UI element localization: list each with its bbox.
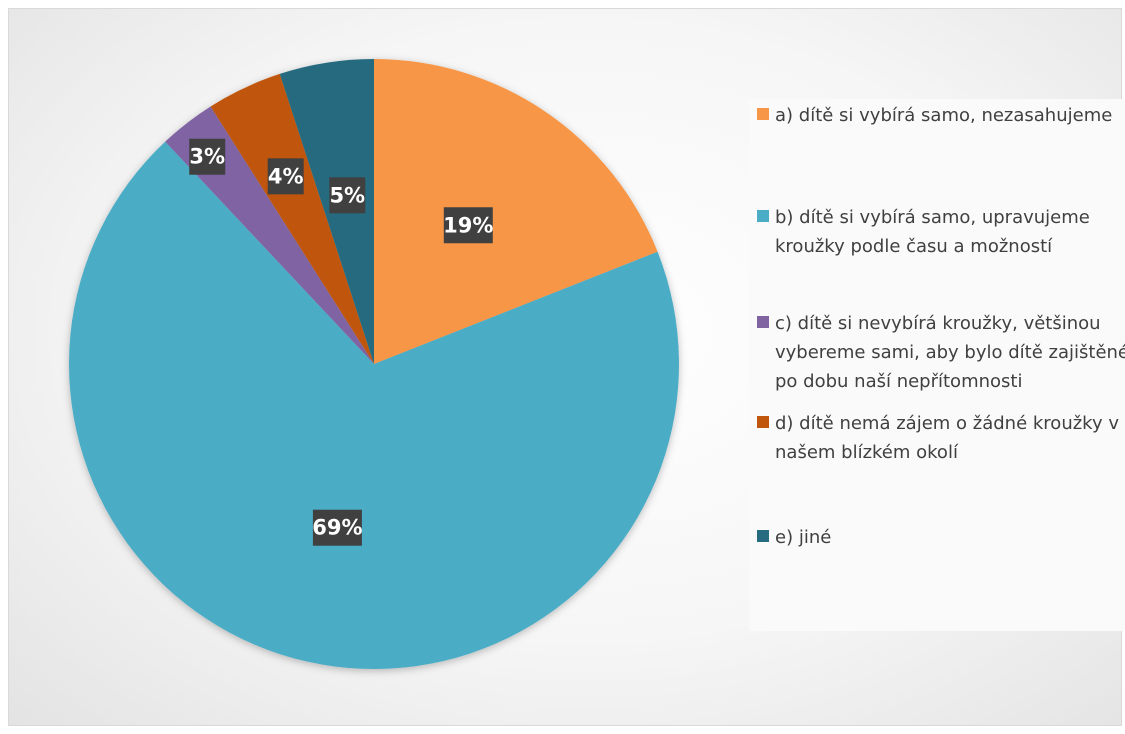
data-label-box-b xyxy=(312,509,362,546)
pie-slice-a xyxy=(374,59,658,364)
legend-swatch-a xyxy=(757,108,769,120)
data-label-text-d: 4% xyxy=(268,164,304,188)
chart-area: 19% 69% 3% 4% 5% a) dítě si vybírá samo, nez… xyxy=(8,8,1125,726)
legend-label-a: a) dítě si vybírá samo, nezasahujeme xyxy=(775,105,1113,126)
legend-swatch-c xyxy=(757,316,769,328)
data-label-d: 4% xyxy=(267,158,304,195)
data-label-a: 19% xyxy=(443,207,493,244)
data-label-text-e: 5% xyxy=(329,183,365,207)
legend-swatch-d xyxy=(757,416,769,428)
pie-slice-d xyxy=(210,73,374,364)
data-label-box-e xyxy=(329,177,366,214)
legend-label-c: c) dítě si nevybírá kroužky, většinou vy… xyxy=(775,313,1125,392)
data-label-text-a: 19% xyxy=(443,213,493,237)
data-label-box-a xyxy=(443,207,493,244)
pie-slice-e xyxy=(279,59,374,364)
legend-swatch-e xyxy=(757,530,769,542)
data-label-text-c: 3% xyxy=(189,145,225,169)
legend-label-d: d) dítě nemá zájem o žádné kroužky v naš… xyxy=(775,413,1119,463)
data-label-c: 3% xyxy=(189,138,226,175)
data-label-b: 69% xyxy=(312,509,363,546)
legend-swatch-b xyxy=(757,210,769,222)
data-label-box-d xyxy=(267,158,304,195)
data-label-e: 5% xyxy=(329,177,366,214)
legend-label-e: e) jiné xyxy=(775,527,832,548)
pie-slice-b xyxy=(69,141,680,670)
data-label-box-c xyxy=(189,138,226,175)
legend-label-b: b) dítě si vybírá samo, upravujeme krouž… xyxy=(775,207,1090,257)
pie-chart: 19% 69% 3% 4% 5% xyxy=(69,59,680,670)
data-label-text-b: 69% xyxy=(312,516,362,540)
legend: a) dítě si vybírá samo, nezasahujeme b) … xyxy=(749,99,1125,631)
